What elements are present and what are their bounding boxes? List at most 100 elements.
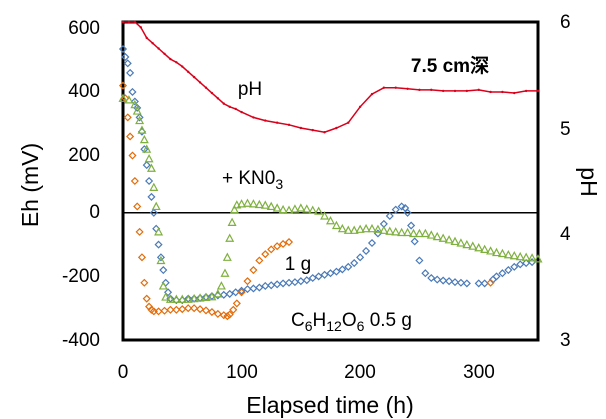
data-point [227, 217, 237, 226]
kno3-text: + KN0 [222, 168, 275, 189]
data-point [149, 208, 158, 217]
data-point [159, 265, 168, 275]
data-point [166, 305, 175, 314]
data-point [275, 121, 279, 124]
data-point [344, 262, 353, 271]
data-point [128, 151, 137, 160]
data-point [302, 276, 311, 285]
data-point [373, 224, 383, 233]
data-point [533, 254, 543, 263]
data-point [290, 278, 299, 287]
data-point [462, 239, 472, 249]
data-point [414, 228, 424, 238]
data-point [287, 123, 291, 127]
data-point [130, 97, 139, 106]
data-point [278, 204, 288, 214]
data-point [415, 256, 424, 265]
data-point [498, 269, 507, 278]
y2-tick-label: 5 [560, 119, 571, 140]
data-point [468, 241, 478, 250]
y-tick-label: 0 [89, 202, 100, 223]
data-point [266, 201, 276, 211]
data-point [284, 205, 294, 214]
data-point [192, 75, 196, 79]
data-point [510, 262, 519, 271]
data-point [118, 44, 128, 54]
data-point [163, 52, 166, 55]
data-point [213, 289, 223, 298]
data-point [337, 223, 347, 233]
data-point [273, 280, 282, 289]
y-tick-label: 600 [68, 18, 100, 39]
data-point [335, 126, 338, 130]
data-point [139, 26, 142, 29]
data-point [121, 20, 125, 24]
data-point [175, 61, 178, 64]
data-point [477, 88, 480, 92]
data-point [154, 240, 163, 249]
data-point [237, 286, 246, 295]
y2-tick-label: 3 [560, 330, 571, 351]
data-point [156, 253, 165, 262]
data-point [124, 95, 134, 104]
data-point [237, 288, 246, 297]
data-point [391, 227, 401, 236]
data-point [123, 59, 132, 68]
ph-line [123, 21, 538, 134]
kno3-subscript: 3 [275, 176, 283, 192]
x-tick-label: 100 [226, 362, 258, 383]
data-point [338, 265, 347, 274]
data-point [196, 305, 205, 314]
data-point [397, 227, 407, 237]
data-point [135, 115, 145, 125]
data-point [237, 199, 247, 208]
glucose-h: H [313, 310, 327, 331]
data-point [284, 278, 294, 287]
data-point [527, 253, 537, 262]
data-point [492, 272, 501, 281]
data-point [184, 304, 193, 313]
data-point [216, 97, 220, 100]
data-point [314, 272, 323, 281]
data-point [426, 230, 436, 239]
data-point [430, 88, 433, 92]
data-point [326, 269, 335, 278]
data-point [356, 253, 365, 262]
data-point [144, 153, 154, 163]
data-point [140, 278, 149, 287]
data-point [536, 89, 540, 93]
data-point [308, 273, 317, 283]
data-point [161, 292, 171, 301]
series-3 [118, 93, 543, 303]
data-point [189, 293, 199, 303]
data-point [367, 238, 377, 248]
data-point [142, 161, 151, 170]
data-point [157, 47, 160, 50]
data-point [450, 278, 460, 287]
data-point [133, 202, 142, 211]
data-point [347, 121, 350, 124]
data-point [240, 110, 243, 114]
data-point [272, 203, 282, 212]
y2-axis-title: pH [576, 167, 602, 196]
data-point [126, 68, 135, 77]
data-point [462, 279, 471, 288]
data-point [264, 119, 267, 122]
x-tick-label: 0 [118, 362, 129, 383]
data-point [503, 250, 513, 259]
data-point [232, 299, 241, 308]
data-point [385, 211, 394, 221]
data-point [474, 279, 483, 288]
data-point [403, 227, 413, 237]
data-point [343, 225, 353, 234]
data-point [130, 99, 140, 109]
data-point [491, 247, 502, 257]
kno3-annotation: + KN03 [222, 168, 283, 192]
data-point [367, 223, 377, 233]
data-point [130, 176, 139, 186]
data-point [361, 223, 371, 233]
data-point [497, 248, 507, 258]
data-point [156, 255, 166, 265]
data-point [123, 113, 132, 122]
plot-frame [121, 20, 540, 342]
